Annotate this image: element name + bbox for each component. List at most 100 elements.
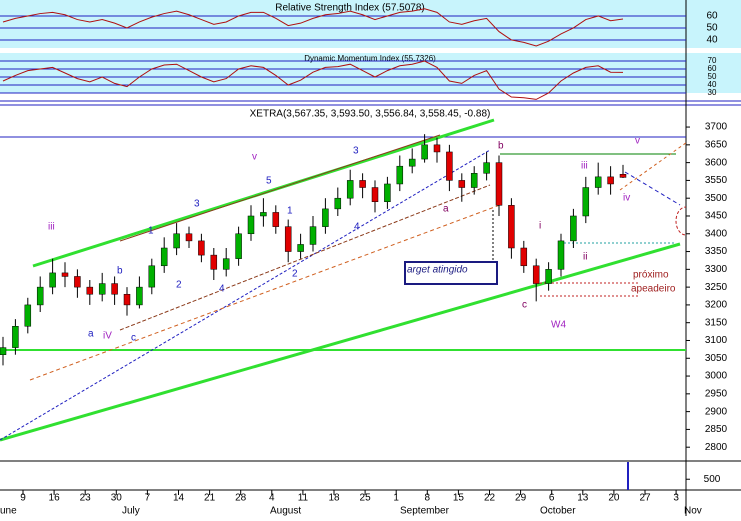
x-tick-label: 21	[204, 493, 216, 504]
y-tick-label: 40	[708, 80, 717, 89]
candle-body	[210, 254, 218, 270]
y-tick-label: 3150	[705, 317, 728, 328]
wave-label: a	[88, 329, 94, 340]
y-tick-label: 60	[706, 11, 718, 22]
candle-body	[284, 226, 292, 252]
x-tick-label: 4	[269, 493, 275, 504]
y-tick-label: 3350	[705, 246, 728, 257]
candle-body	[0, 347, 7, 355]
y-tick-label: 3200	[705, 300, 728, 311]
candle-body	[495, 162, 503, 206]
candle-body	[483, 162, 490, 174]
month-label: August	[270, 506, 301, 516]
candle-body	[582, 187, 590, 217]
x-tick-label: 25	[360, 493, 372, 504]
y-tick-label: 3600	[705, 157, 728, 168]
wave-label: iV	[103, 331, 112, 342]
wave-label: W4	[551, 320, 566, 331]
candle-body	[433, 144, 441, 153]
y-tick-label: 3550	[705, 175, 728, 186]
x-tick-label: 18	[328, 493, 340, 504]
candle-body	[520, 247, 528, 267]
x-tick-label: 16	[49, 493, 61, 504]
candle-body	[545, 269, 552, 284]
wave-label: 2	[176, 280, 182, 291]
candle-body	[173, 233, 180, 249]
note: apeadeiro	[631, 284, 676, 295]
projection	[624, 171, 681, 206]
y-tick-label: 50	[706, 23, 718, 34]
candle-body	[98, 283, 106, 295]
y-tick-label: 3500	[705, 193, 728, 204]
y-tick-label: 3000	[705, 371, 728, 382]
wave-label: 1	[148, 226, 154, 237]
candle-body	[421, 144, 428, 160]
wave-label: 2	[292, 269, 298, 280]
x-tick-label: 7	[145, 493, 151, 504]
dmi-title: Dynamic Momentum Index (55.7326)	[304, 54, 436, 63]
y-tick-label: 50	[708, 72, 717, 81]
y-tick-label: 3400	[705, 228, 728, 239]
rsi-title: Relative Strength Index (57.5078)	[275, 3, 425, 14]
y-tick-label: 60	[708, 64, 717, 73]
month-label: Nov	[684, 506, 702, 516]
target-ellipse	[675, 206, 686, 236]
wave-label: i	[539, 221, 541, 232]
y-tick-label: 3050	[705, 353, 728, 364]
y-tick-label: 2800	[705, 442, 728, 453]
candle-body	[359, 180, 366, 188]
candle-body	[148, 265, 156, 288]
candle-body	[594, 176, 602, 188]
candle-body	[334, 197, 342, 210]
indicator-line	[2, 60, 624, 100]
wave-label: iv	[623, 193, 630, 204]
wave-label: ii	[583, 252, 587, 263]
candle-body	[260, 212, 267, 217]
candle-body	[86, 286, 94, 295]
candle-body	[74, 276, 81, 288]
annotations: iii v 3 5 3 1 1 b 2 4 a iV c 2 4 a b i i…	[48, 136, 676, 344]
x-tick-label: 6	[549, 493, 555, 504]
wave-label: 1	[287, 206, 293, 217]
y-tick-label: 3650	[705, 139, 728, 150]
x-tick-label: 11	[298, 493, 309, 504]
channel-bottom	[0, 242, 681, 442]
candle-body	[371, 187, 379, 203]
wave-label: iii	[48, 222, 55, 233]
candle-body	[322, 208, 329, 227]
wave-label: v	[252, 152, 257, 163]
y-tick-label: 500	[704, 474, 721, 485]
candle-body	[384, 183, 391, 203]
x-tick-label: 8	[425, 493, 431, 504]
y-tick-label: 2950	[705, 388, 728, 399]
note-box	[404, 261, 498, 285]
x-tick-label: 14	[173, 493, 185, 504]
candle-body	[396, 165, 404, 185]
trend-line	[119, 134, 441, 242]
candle-body	[36, 286, 44, 306]
note: próximo	[633, 270, 669, 281]
wave-label: iii	[581, 161, 588, 172]
candle-body	[458, 180, 466, 188]
wave-label: b	[117, 266, 123, 277]
x-tick-label: 27	[639, 493, 651, 504]
candle-body	[136, 286, 143, 306]
wave-label: 5	[266, 176, 272, 187]
wave-label: 3	[194, 199, 200, 210]
drawings	[0, 118, 686, 442]
wave-label: 4	[219, 284, 225, 295]
x-tick-label: 3	[673, 493, 679, 504]
candle-body	[61, 272, 69, 277]
indicator-line	[2, 8, 624, 47]
candle-body	[12, 326, 19, 348]
wave-label: c	[522, 300, 527, 311]
candle-body	[198, 240, 205, 256]
wave-label: v	[635, 136, 640, 147]
projection	[619, 142, 686, 191]
candle-body	[247, 215, 255, 235]
candle-body	[570, 215, 577, 242]
y-tick-label: 3250	[705, 282, 728, 293]
x-tick-label: 13	[577, 493, 589, 504]
month-label: une	[0, 506, 17, 516]
trend-line	[119, 184, 491, 331]
